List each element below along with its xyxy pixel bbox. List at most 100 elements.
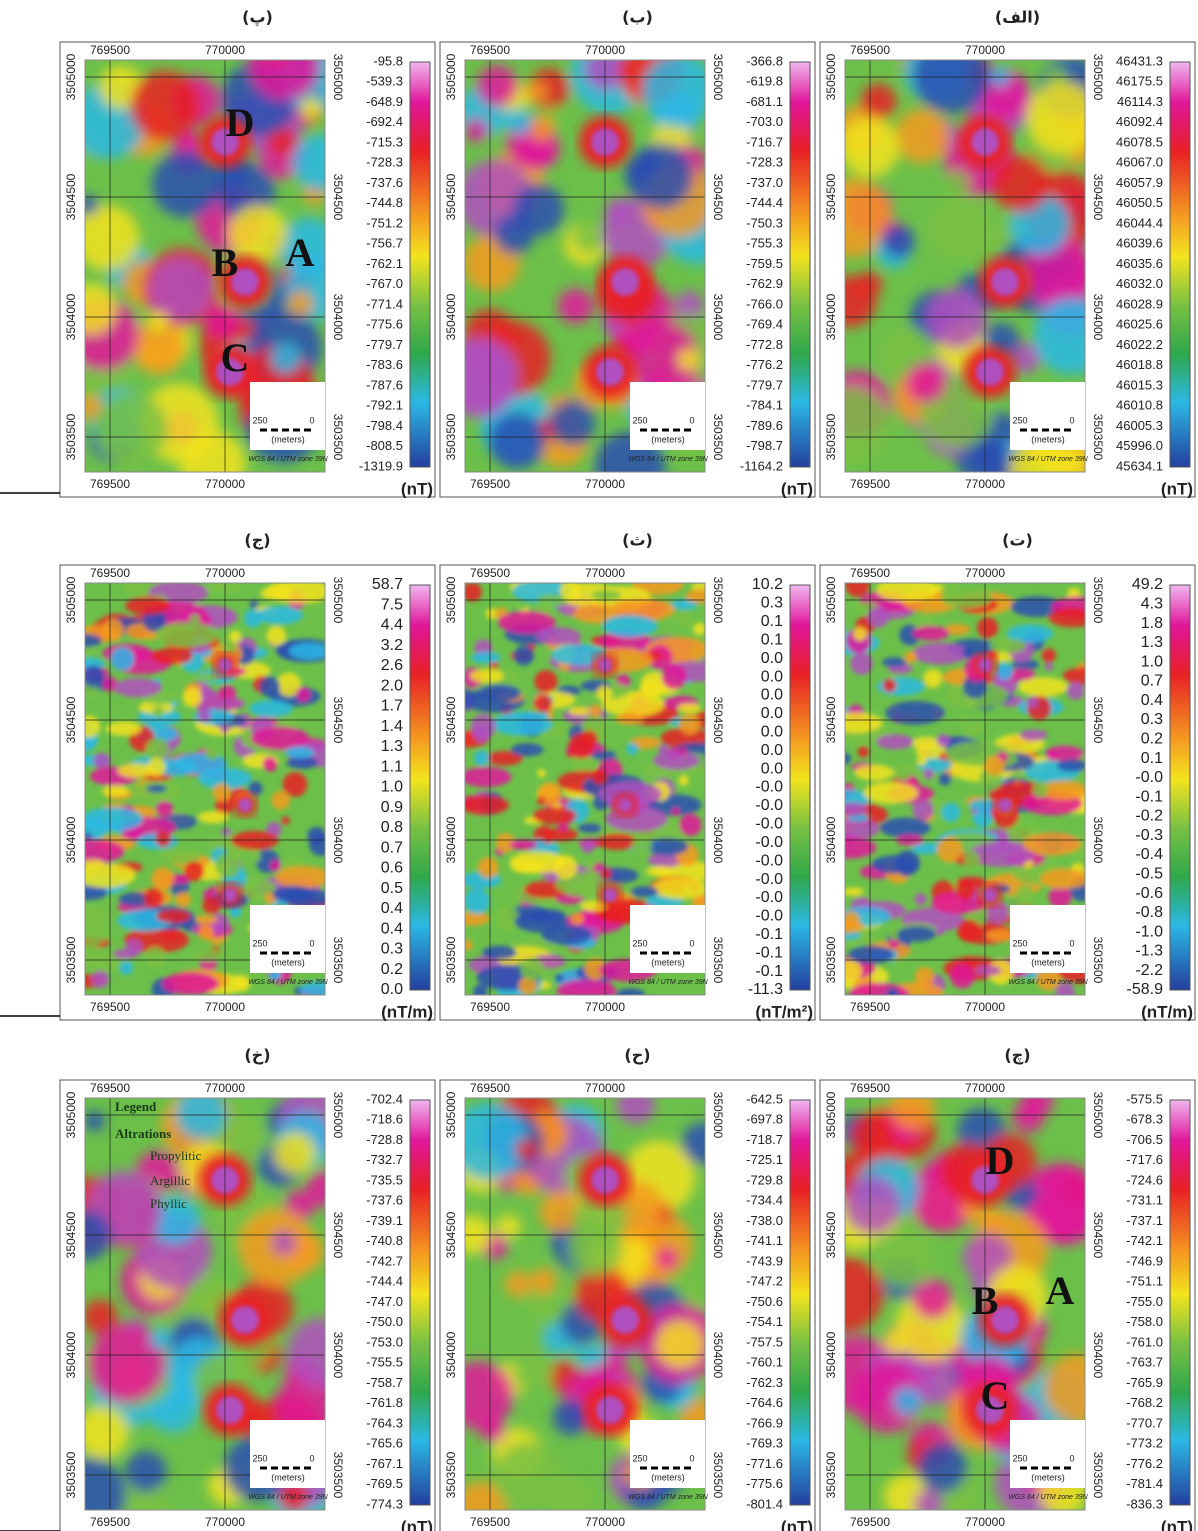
x-coord-label: 769500 — [850, 477, 890, 491]
anomaly-letter: B — [212, 240, 239, 285]
colorbar-unit: (nT/m) — [1141, 1002, 1193, 1021]
anomaly — [82, 807, 143, 831]
anomaly — [534, 694, 552, 712]
colorbar-label: -750.3 — [746, 215, 783, 230]
anomaly — [571, 913, 583, 925]
anomaly — [125, 597, 170, 615]
x-coord-label: 769500 — [90, 477, 130, 491]
anomaly — [972, 437, 1010, 475]
colorbar-label: -731.1 — [1126, 1193, 1163, 1208]
colorbar-label: -729.8 — [746, 1172, 783, 1187]
colorbar-label: -743.9 — [746, 1253, 783, 1268]
x-coord-label: 769500 — [850, 566, 890, 580]
y-coord-label: 3505000 — [711, 577, 725, 624]
anomaly — [679, 747, 688, 756]
projection-label: WGS 84 / UTM zone 39N — [628, 1494, 708, 1501]
anomaly — [510, 839, 537, 850]
anomaly — [213, 783, 231, 801]
anomaly — [120, 961, 134, 975]
y-coord-label: 3504000 — [331, 817, 345, 864]
anomaly — [202, 896, 220, 914]
colorbar-label: -0.4 — [1135, 846, 1163, 863]
colorbar-label: -0.8 — [1135, 904, 1163, 921]
colorbar-label: 0.0 — [761, 723, 783, 740]
colorbar-label: 1.4 — [381, 718, 403, 735]
anomaly — [144, 888, 164, 908]
colorbar-label: -751.2 — [366, 215, 403, 230]
colorbar-label: -771.4 — [366, 296, 403, 311]
panel-label: (الف) — [995, 8, 1040, 27]
panel-label: (ث) — [622, 531, 653, 550]
colorbar-label: -0.0 — [755, 834, 783, 851]
x-coord-label: 769500 — [470, 1081, 510, 1095]
y-coord-label: 3505000 — [1091, 1092, 1105, 1139]
colorbar-label: -2.2 — [1135, 962, 1163, 979]
scale-unit: (meters) — [1031, 957, 1065, 967]
scale-label: 0 — [1069, 1453, 1074, 1463]
y-coord-label: 3504000 — [1091, 817, 1105, 864]
colorbar-label: 46057.9 — [1116, 175, 1163, 190]
anomaly-core — [596, 1396, 624, 1424]
anomaly — [259, 676, 280, 697]
map-panel: (ث)7695007695007700007700003505000350500… — [440, 531, 815, 1022]
panel-label: (ت) — [1002, 531, 1033, 550]
colorbar-label: -755.5 — [366, 1355, 403, 1370]
y-coord-label: 3504000 — [64, 293, 78, 340]
x-coord-label: 769500 — [470, 1000, 510, 1014]
anomaly — [915, 893, 927, 905]
colorbar-label: -58.9 — [1127, 981, 1164, 998]
y-coord-label: 3505000 — [444, 576, 458, 623]
colorbar-label: -1164.2 — [740, 458, 783, 473]
anomaly — [895, 109, 949, 163]
anomaly — [155, 831, 170, 846]
colorbar-label: -0.5 — [1135, 866, 1163, 883]
anomaly — [924, 669, 942, 687]
anomaly — [470, 669, 504, 683]
colorbar-label: -0.1 — [755, 944, 783, 961]
anomaly — [656, 1320, 704, 1368]
legend-text: Altrations — [115, 1126, 171, 1141]
x-coord-label: 769500 — [850, 1515, 890, 1529]
anomaly — [91, 970, 109, 988]
x-coord-label: 769500 — [850, 1000, 890, 1014]
anomaly — [678, 775, 688, 785]
colorbar-label: 0.0 — [761, 760, 783, 777]
colorbar-label: -746.9 — [1126, 1253, 1163, 1268]
anomaly — [941, 803, 960, 822]
anomaly — [937, 837, 963, 863]
scale-label: 250 — [632, 415, 647, 425]
x-coord-label: 770000 — [965, 1081, 1005, 1095]
anomaly — [985, 756, 1005, 776]
scale-label: 250 — [252, 938, 267, 948]
colorbar-label: 0.1 — [761, 613, 783, 630]
anomaly — [489, 412, 546, 469]
anomaly — [950, 964, 975, 989]
colorbar-label: -742.7 — [366, 1253, 403, 1268]
anomaly — [1023, 832, 1081, 855]
anomaly — [505, 108, 532, 135]
colorbar-label: -619.8 — [746, 74, 783, 89]
anomaly — [125, 1451, 167, 1493]
colorbar-label: -774.3 — [366, 1496, 403, 1511]
y-coord-label: 3505000 — [824, 576, 838, 623]
anomaly — [1067, 682, 1085, 700]
y-coord-label: 3505000 — [64, 1091, 78, 1138]
anomaly — [861, 84, 897, 120]
y-coord-label: 3504500 — [711, 174, 725, 221]
anomaly — [581, 840, 594, 853]
colorbar-label: -1319.9 — [359, 458, 403, 473]
y-coord-label: 3503500 — [824, 1451, 838, 1498]
colorbar — [410, 585, 430, 990]
x-coord-label: 770000 — [585, 1515, 625, 1529]
y-coord-label: 3504000 — [711, 1332, 725, 1379]
colorbar-label: 45634.1 — [1116, 458, 1163, 473]
anomaly — [147, 758, 165, 776]
anomaly — [906, 363, 946, 403]
colorbar-unit: (nT) — [401, 479, 433, 498]
anomaly — [897, 926, 936, 942]
anomaly — [912, 626, 949, 641]
y-coord-label: 3504500 — [64, 173, 78, 220]
colorbar-label: -773.2 — [1126, 1436, 1163, 1451]
colorbar-label: -770.7 — [1126, 1415, 1163, 1430]
anomaly — [223, 614, 231, 622]
